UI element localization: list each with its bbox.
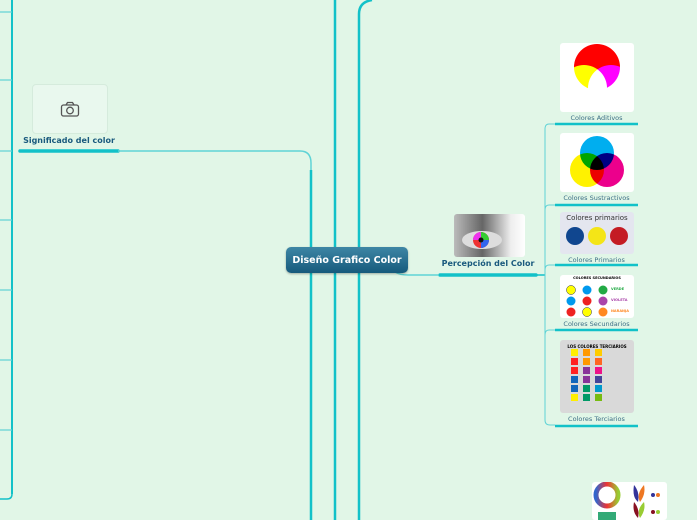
topic-significado-del-color[interactable]: Significado del color — [23, 136, 115, 145]
topic-colores-aditivos[interactable]: Colores Aditivos — [570, 114, 623, 122]
topic-colores-primarios[interactable]: Colores Primarios — [568, 256, 625, 264]
eye-image — [454, 214, 525, 257]
tertiary-colors-image: LOS COLORES TERCIARIOS — [560, 340, 634, 413]
word-naranja: NARANJA — [611, 309, 629, 313]
additive-colors-image — [560, 43, 634, 112]
image-title: COLORES SECUNDARIOS — [573, 276, 621, 280]
image-title: LOS COLORES TERCIARIOS — [567, 344, 627, 349]
subtractive-colors-image — [560, 133, 634, 192]
word-violeta: VIOLETA — [611, 298, 628, 302]
topic-colores-secundarios[interactable]: Colores Secundarios — [563, 320, 630, 328]
image-title: Colores primarios — [566, 214, 628, 222]
primary-colors-image: Colores primarios — [560, 212, 634, 254]
camera-icon — [60, 101, 80, 117]
topic-colores-sustractivos[interactable]: Colores Sustractivos — [563, 194, 630, 202]
topic-percepcion-del-color[interactable]: Percepción del Color — [441, 259, 535, 268]
word-verde: VERDE — [611, 287, 625, 291]
secondary-colors-image: COLORES SECUNDARIOS VERDE VIOLETA NARANJ… — [560, 275, 634, 318]
color-wheel-image — [592, 482, 667, 520]
image-placeholder[interactable] — [32, 84, 108, 134]
topic-colores-terciarios[interactable]: Colores Terciarios — [568, 415, 625, 423]
central-topic[interactable]: Diseño Grafico Color — [286, 247, 408, 273]
